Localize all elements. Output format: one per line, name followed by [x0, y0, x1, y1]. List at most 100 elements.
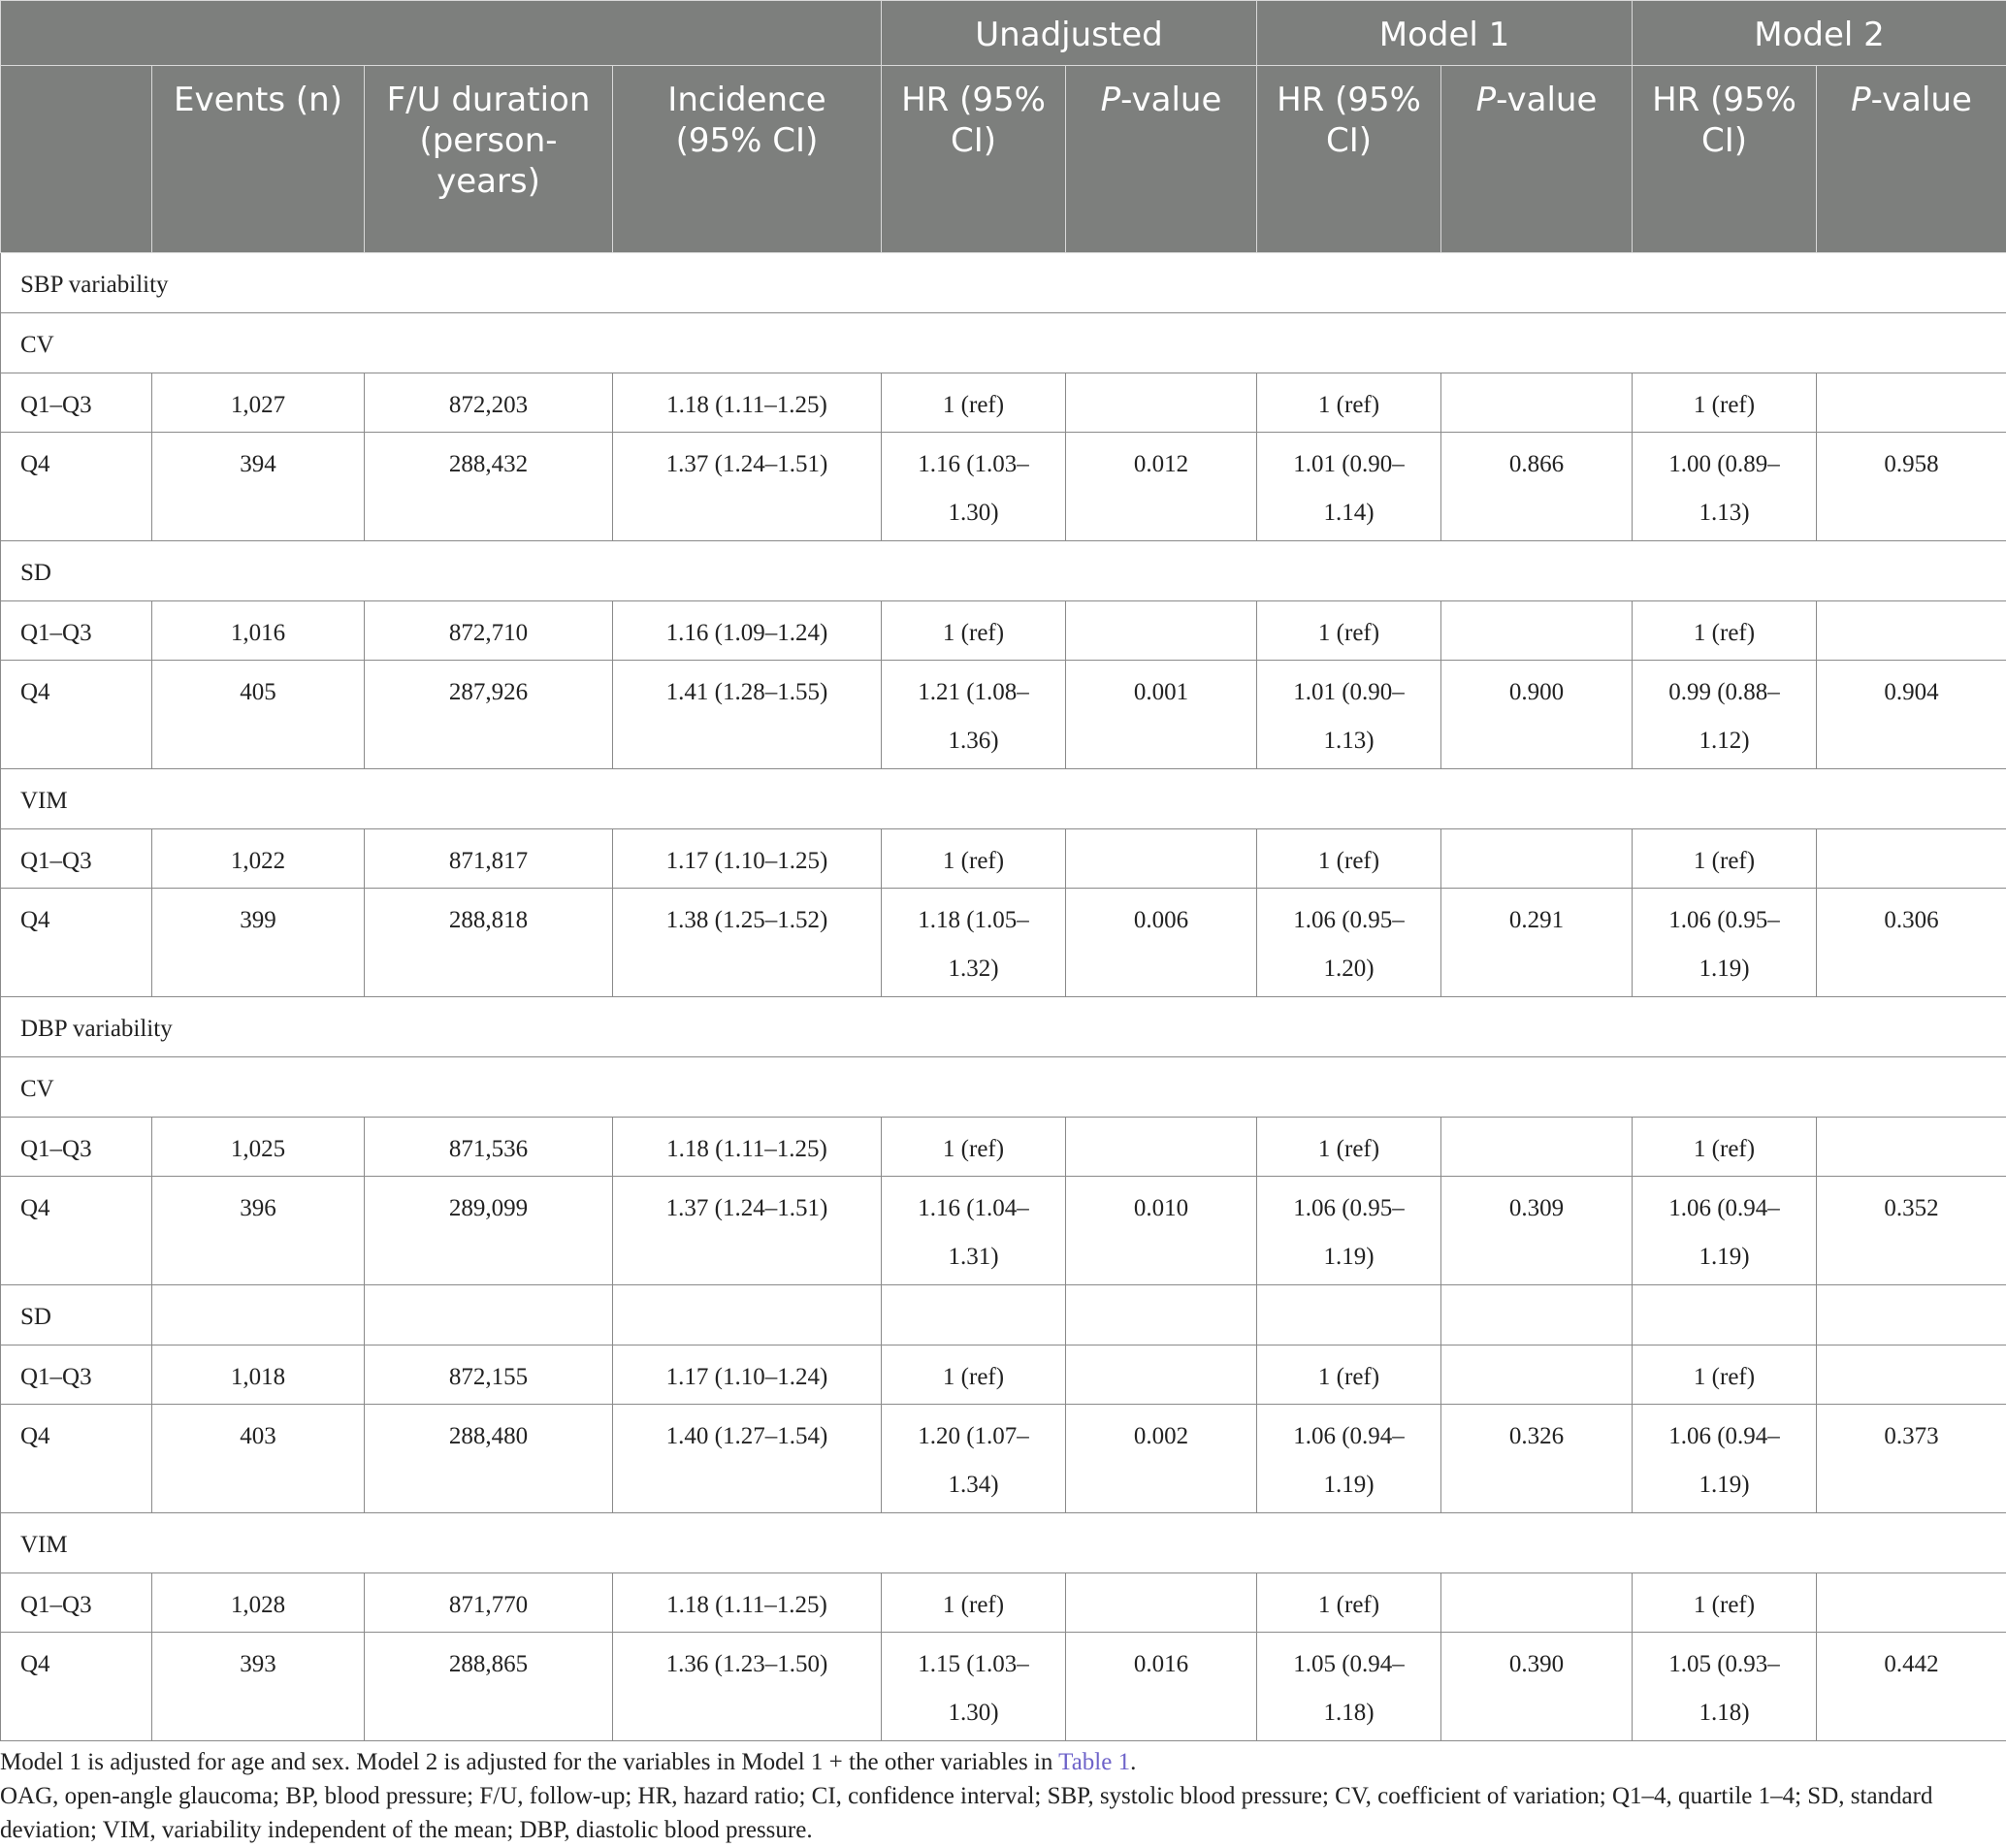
footnote-models-end: .: [1130, 1749, 1137, 1775]
hr-unadjusted-cell: 1.15 (1.03– 1.30): [881, 1632, 1066, 1741]
header-group-row: Unadjusted Model 1 Model 2: [0, 0, 2006, 66]
fu-duration-cell: 871,817: [364, 828, 613, 889]
hr-line2: 1.14): [1323, 500, 1375, 526]
events-cell: 1,018: [151, 1345, 365, 1405]
p-model1-cell: [1440, 1345, 1633, 1405]
events-cell: 1,027: [151, 373, 365, 433]
fu-duration-cell: 871,536: [364, 1117, 613, 1177]
events-cell: 399: [151, 888, 365, 997]
subgroup-row: SD: [0, 540, 2006, 601]
subgroup-label: VIM: [0, 1512, 2006, 1573]
table-row: Q1–Q3 1,028 871,770 1.18 (1.11–1.25) 1 (ref)…: [0, 1572, 2006, 1633]
table-row: Q1–Q3 1,022 871,817 1.17 (1.10–1.25) 1 (ref)…: [0, 828, 2006, 889]
hr-unadjusted-cell: 1 (ref): [881, 1345, 1066, 1405]
quartile-group: Q4: [0, 888, 152, 997]
events-cell: 1,016: [151, 600, 365, 661]
hr-model1-cell: 1.05 (0.94– 1.18): [1256, 1632, 1441, 1741]
hr-model2-cell: 1 (ref): [1632, 1345, 1817, 1405]
p-unadjusted-cell: [1065, 828, 1257, 889]
p-suffix: -value: [1120, 81, 1222, 119]
table-row: Q4 403 288,480 1.40 (1.27–1.54) 1.20 (1.07– 1…: [0, 1404, 2006, 1513]
empty-cell: [1440, 1284, 1633, 1345]
subgroup-row: SD: [0, 1284, 2006, 1345]
incidence-cell: 1.17 (1.10–1.25): [612, 828, 882, 889]
hr-model2-cell: 1.06 (0.94– 1.19): [1632, 1404, 1817, 1513]
hr-line1: 1 (ref): [1317, 620, 1380, 646]
header-group-model1: Model 1: [1256, 0, 1633, 66]
fu-duration-cell: 288,818: [364, 888, 613, 997]
p-model1-cell: 0.309: [1440, 1176, 1633, 1285]
hr-model1-cell: 1 (ref): [1256, 1572, 1441, 1633]
fu-duration-cell: 872,203: [364, 373, 613, 433]
hr-line2: 1.19): [1699, 1472, 1750, 1498]
events-cell: 1,028: [151, 1572, 365, 1633]
p-unadjusted-cell: 0.001: [1065, 660, 1257, 769]
hr-model2-cell: 1 (ref): [1632, 373, 1817, 433]
empty-cell: [151, 1284, 365, 1345]
quartile-group: Q4: [0, 1176, 152, 1285]
hr-unadjusted-cell: 1.20 (1.07– 1.34): [881, 1404, 1066, 1513]
hr-unadjusted-cell: 1 (ref): [881, 1572, 1066, 1633]
hr-model1-cell: 1 (ref): [1256, 600, 1441, 661]
quartile-group: Q1–Q3: [0, 1572, 152, 1633]
incidence-cell: 1.36 (1.23–1.50): [612, 1632, 882, 1741]
hr-line1: 1.06 (0.94–: [1293, 1423, 1405, 1449]
hr-model2-cell: 1.06 (0.94– 1.19): [1632, 1176, 1817, 1285]
incidence-cell: 1.18 (1.11–1.25): [612, 1117, 882, 1177]
quartile-group: Q4: [0, 432, 152, 541]
hr-line1: 1.15 (1.03–: [918, 1651, 1029, 1677]
quartile-group: Q4: [0, 1632, 152, 1741]
fu-duration-cell: 871,770: [364, 1572, 613, 1633]
p-suffix: -value: [1496, 81, 1598, 119]
footnote-abbreviations: OAG, open-angle glaucoma; BP, blood pres…: [0, 1783, 1933, 1843]
hr-line1: 1 (ref): [942, 1592, 1005, 1618]
hr-line2: 1.19): [1323, 1472, 1375, 1498]
table-row: Q1–Q3 1,018 872,155 1.17 (1.10–1.24) 1 (ref)…: [0, 1345, 2006, 1405]
hr-line1: 1 (ref): [1693, 620, 1756, 646]
fu-duration-cell: 288,865: [364, 1632, 613, 1741]
hr-unadjusted-cell: 1.16 (1.04– 1.31): [881, 1176, 1066, 1285]
header-events: Events (n): [151, 65, 365, 253]
p-model1-cell: 0.900: [1440, 660, 1633, 769]
events-cell: 394: [151, 432, 365, 541]
subgroup-label: SD: [0, 540, 2006, 601]
table-row: Q1–Q3 1,027 872,203 1.18 (1.11–1.25) 1 (ref)…: [0, 373, 2006, 433]
p-model1-cell: 0.326: [1440, 1404, 1633, 1513]
p-italic: P: [1851, 81, 1871, 119]
p-model1-cell: [1440, 828, 1633, 889]
hr-line2: 1.30): [948, 500, 999, 526]
hr-unadjusted-cell: 1.16 (1.03– 1.30): [881, 432, 1066, 541]
table-footnotes: Model 1 is adjusted for age and sex. Mod…: [0, 1745, 2006, 1847]
empty-cell: [364, 1284, 613, 1345]
p-unadjusted-cell: [1065, 1572, 1257, 1633]
hr-model1-cell: 1 (ref): [1256, 1345, 1441, 1405]
header-hr-model2: HR (95% CI): [1632, 65, 1817, 253]
hr-line1: 1 (ref): [942, 1364, 1005, 1390]
p-model2-cell: 0.442: [1816, 1632, 2006, 1741]
subgroup-label: VIM: [0, 768, 2006, 829]
hr-line2: 1.36): [948, 728, 999, 754]
hr-line1: 1.06 (0.94–: [1668, 1423, 1780, 1449]
p-model1-cell: [1440, 1117, 1633, 1177]
hr-line2: 1.18): [1323, 1700, 1375, 1726]
hr-line1: 1 (ref): [1693, 848, 1756, 874]
hr-unadjusted-cell: 1 (ref): [881, 1117, 1066, 1177]
table1-link[interactable]: Table 1: [1058, 1749, 1131, 1775]
events-cell: 1,022: [151, 828, 365, 889]
header-group-col: [0, 65, 152, 253]
hr-line1: 1.21 (1.08–: [918, 679, 1029, 705]
header-hr-model1: HR (95% CI): [1256, 65, 1441, 253]
header-p-unadjusted: P-value: [1065, 65, 1257, 253]
header-incidence: Incidence (95% CI): [612, 65, 882, 253]
hr-line2: 1.19): [1699, 1244, 1750, 1270]
hr-line1: 1.00 (0.89–: [1668, 451, 1780, 477]
hr-model1-cell: 1.01 (0.90– 1.13): [1256, 660, 1441, 769]
hr-model2-cell: 1.00 (0.89– 1.13): [1632, 432, 1817, 541]
quartile-group: Q1–Q3: [0, 1117, 152, 1177]
hr-line1: 1.01 (0.90–: [1293, 679, 1405, 705]
p-unadjusted-cell: [1065, 373, 1257, 433]
incidence-cell: 1.37 (1.24–1.51): [612, 432, 882, 541]
hr-line1: 1.05 (0.94–: [1293, 1651, 1405, 1677]
p-italic: P: [1100, 81, 1121, 119]
p-unadjusted-cell: 0.002: [1065, 1404, 1257, 1513]
